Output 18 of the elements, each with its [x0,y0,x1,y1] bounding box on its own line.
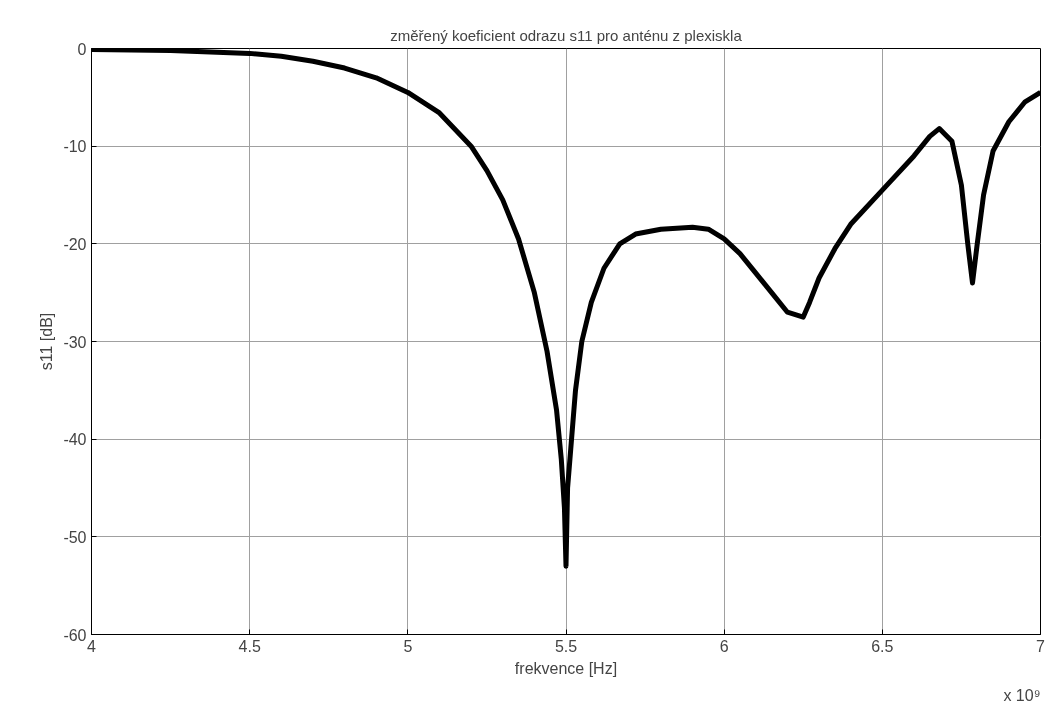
x-tick-label: 7 [1036,637,1046,655]
x-tick-label: 5 [403,637,413,655]
x-tick-label: 5.5 [554,637,578,655]
y-tick-label: -30 [63,333,87,351]
y-tick-label: -20 [63,235,87,253]
x-tick-label: 4.5 [238,637,261,655]
y-tick-label: -50 [63,528,87,546]
x-tick-label: 6 [719,637,729,655]
y-tick-label: -60 [63,626,87,644]
y-tick-label: -10 [63,138,87,156]
y-tick-label: -40 [63,431,87,449]
x-tick-label: 6.5 [871,637,894,655]
text: x 10⁹ [1003,686,1041,704]
y-axis-title: s11 [dB] [38,312,56,371]
x-axis-title: frekvence [Hz] [514,659,618,677]
y-tick-label: 0 [77,40,87,58]
chart-title: změřený koeficient odrazu s11 pro anténu z plexiskla [390,26,743,44]
x-tick-label: 4 [87,637,97,655]
